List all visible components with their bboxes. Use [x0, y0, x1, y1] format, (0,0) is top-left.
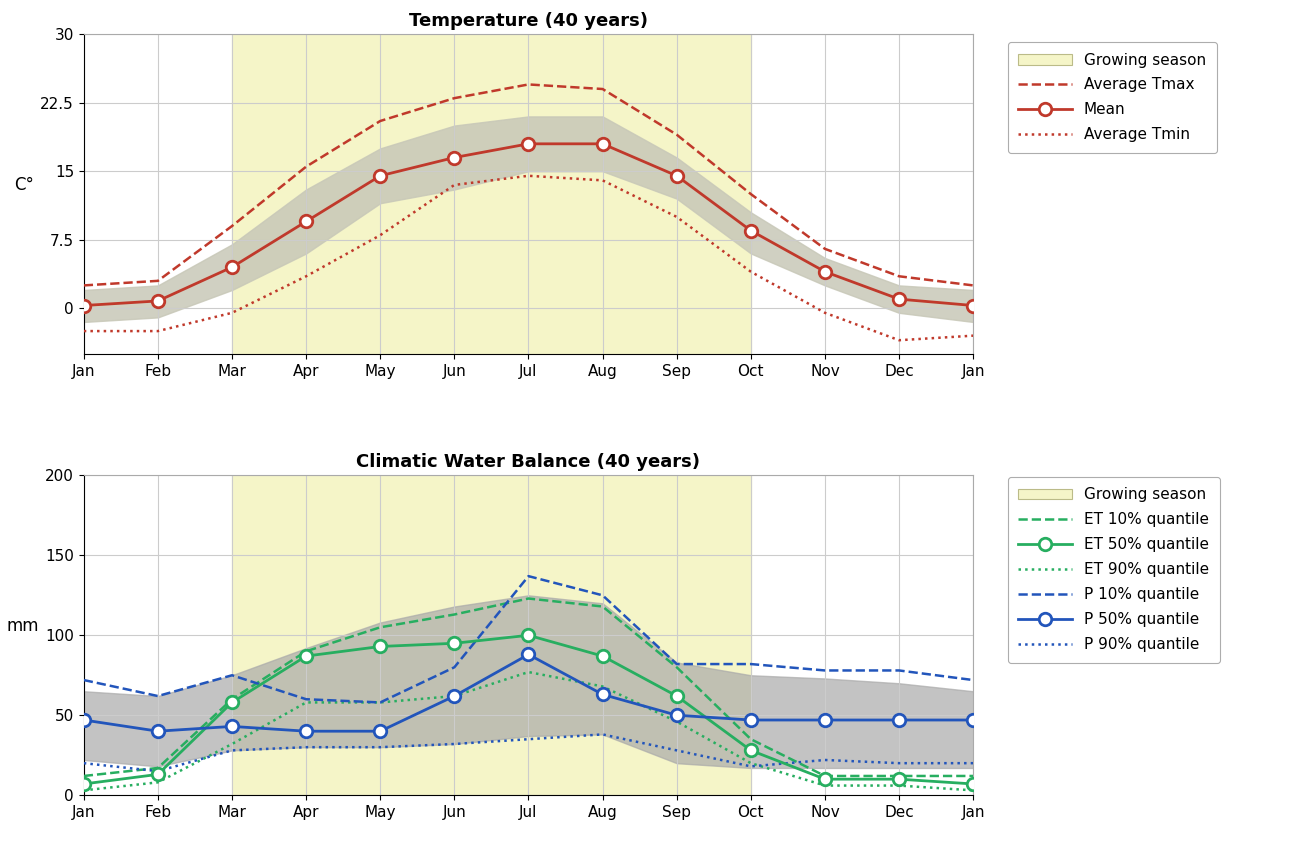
Title: Climatic Water Balance (40 years): Climatic Water Balance (40 years): [357, 453, 700, 471]
Bar: [232, 34, 750, 354]
Legend: Growing season, Average Tmax, Mean, Average Tmin: Growing season, Average Tmax, Mean, Aver…: [1008, 42, 1217, 153]
Y-axis label: C°: C°: [14, 176, 34, 194]
Title: Temperature (40 years): Temperature (40 years): [409, 12, 648, 30]
Y-axis label: mm: mm: [6, 617, 39, 635]
Bar: [232, 475, 750, 795]
Legend: Growing season, ET 10% quantile, ET 50% quantile, ET 90% quantile, P 10% quantil: Growing season, ET 10% quantile, ET 50% …: [1008, 477, 1219, 663]
